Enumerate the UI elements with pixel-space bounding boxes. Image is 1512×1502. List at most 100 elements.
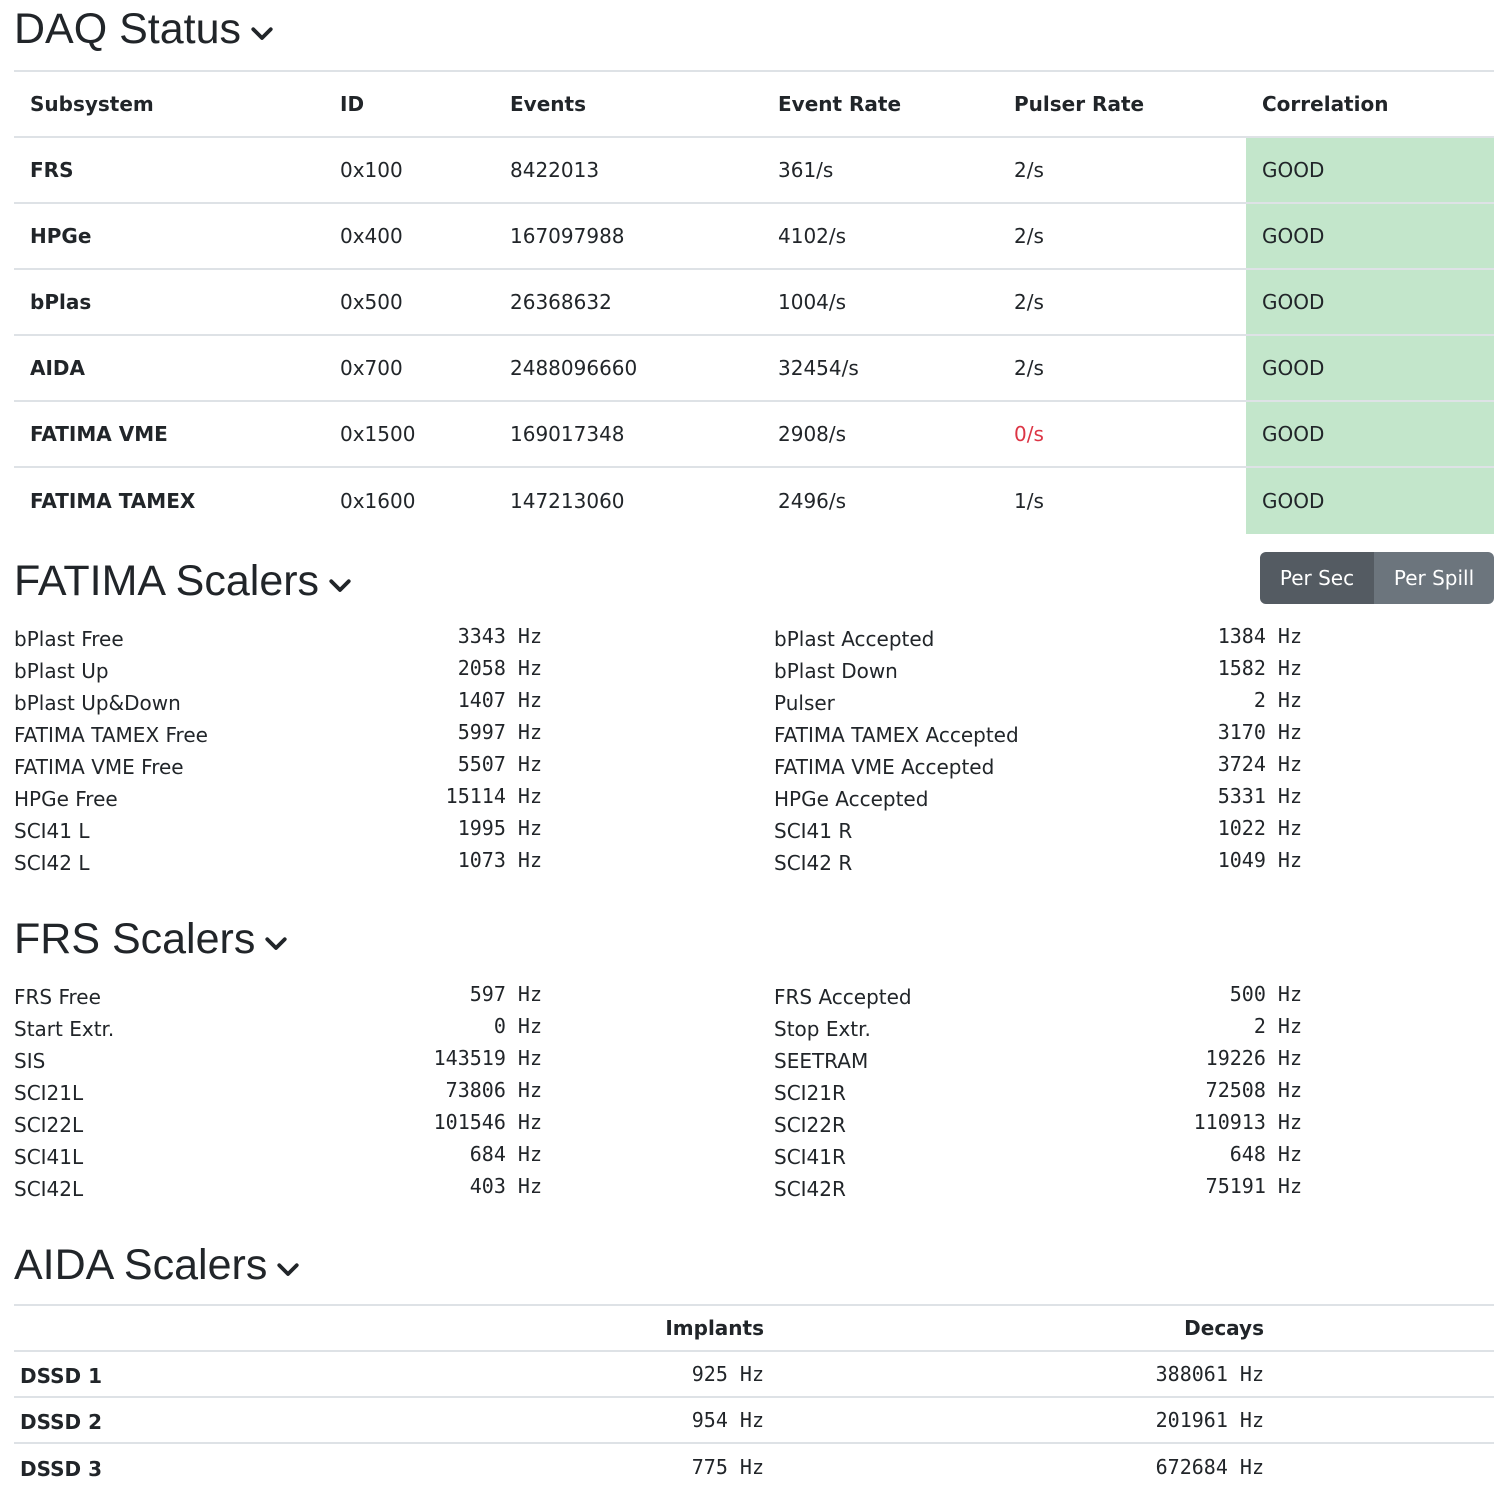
decays-cell: 201961 Hz — [1155, 1408, 1264, 1432]
table-row: bPlas 0x500 26368632 1004/s 2/s GOOD — [14, 270, 1494, 336]
table-row: FATIMA TAMEX 0x1600 147213060 2496/s 1/s… — [14, 468, 1494, 534]
event-rate-cell: 1004/s — [778, 290, 847, 314]
scaler-value: 1049 Hz — [1217, 848, 1302, 872]
chevron-down-icon[interactable] — [325, 570, 355, 600]
pulser-rate-cell: 1/s — [1014, 489, 1044, 513]
event-rate-cell: 4102/s — [778, 224, 847, 248]
scaler-value: 1022 Hz — [1217, 816, 1302, 840]
scaler-label: SCI42R — [774, 1177, 846, 1201]
correlation-status: GOOD — [1246, 204, 1494, 268]
scaler-value: 648 Hz — [1229, 1142, 1302, 1166]
scaler-value: 5507 Hz — [457, 752, 542, 776]
correlation-status: GOOD — [1246, 336, 1494, 400]
scaler-label: Start Extr. — [14, 1017, 115, 1041]
aida-scalers-title[interactable]: AIDA Scalers — [14, 1244, 303, 1287]
implants-cell: 925 Hz — [691, 1362, 764, 1386]
correlation-status: GOOD — [1246, 468, 1494, 534]
event-rate-cell: 361/s — [778, 158, 834, 182]
implants-cell: 954 Hz — [691, 1408, 764, 1432]
frs-scalers-title-text: FRS Scalers — [14, 915, 256, 963]
scaler-value: 143519 Hz — [433, 1046, 542, 1070]
header-event-rate: Event Rate — [778, 92, 902, 116]
id-cell: 0x400 — [340, 224, 403, 248]
scaler-value: 73806 Hz — [445, 1078, 542, 1102]
chevron-down-icon[interactable] — [261, 928, 291, 958]
detector-cell: DSSD 2 — [20, 1410, 102, 1434]
table-row: DSSD 1 925 Hz 388061 Hz — [14, 1352, 1494, 1398]
chevron-down-icon[interactable] — [273, 1254, 303, 1284]
daq-status-title[interactable]: DAQ Status — [14, 8, 277, 51]
event-rate-cell: 32454/s — [778, 356, 859, 380]
subsystem-cell: FATIMA TAMEX — [30, 489, 196, 513]
detector-cell: DSSD 3 — [20, 1457, 102, 1481]
scaler-label: SCI42 R — [774, 851, 853, 875]
scaler-value: 101546 Hz — [433, 1110, 542, 1134]
scaler-label: HPGe Free — [14, 787, 118, 811]
event-rate-cell: 2496/s — [778, 489, 847, 513]
scaler-value: 5331 Hz — [1217, 784, 1302, 808]
events-cell: 147213060 — [510, 489, 625, 513]
daq-status-table: Subsystem ID Events Event Rate Pulser Ra… — [14, 72, 1494, 534]
table-row: AIDA 0x700 2488096660 32454/s 2/s GOOD — [14, 336, 1494, 402]
scaler-label: SCI41 L — [14, 819, 90, 843]
scaler-label: FATIMA TAMEX Accepted — [774, 723, 1019, 747]
divider — [14, 1304, 1494, 1306]
scaler-label: SEETRAM — [774, 1049, 869, 1073]
scaler-label: FATIMA VME Free — [14, 755, 184, 779]
scaler-label: SCI21R — [774, 1081, 846, 1105]
events-cell: 8422013 — [510, 158, 600, 182]
scaler-value: 403 Hz — [469, 1174, 542, 1198]
detector-cell: DSSD 1 — [20, 1364, 102, 1388]
fatima-scalers-title[interactable]: FATIMA Scalers — [14, 560, 355, 603]
pulser-rate-cell: 2/s — [1014, 224, 1044, 248]
subsystem-cell: FRS — [30, 158, 74, 182]
id-cell: 0x1600 — [340, 489, 416, 513]
header-pulser-rate: Pulser Rate — [1014, 92, 1145, 116]
scaler-label: HPGe Accepted — [774, 787, 929, 811]
daq-header-row: Subsystem ID Events Event Rate Pulser Ra… — [14, 72, 1494, 138]
pulser-rate-cell: 2/s — [1014, 290, 1044, 314]
scaler-value: 3170 Hz — [1217, 720, 1302, 744]
pulser-rate-cell: 2/s — [1014, 356, 1044, 380]
header-correlation: Correlation — [1262, 92, 1389, 116]
scaler-value: 2058 Hz — [457, 656, 542, 680]
correlation-status: GOOD — [1246, 402, 1494, 466]
subsystem-cell: FATIMA VME — [30, 422, 168, 446]
subsystem-cell: bPlas — [30, 290, 92, 314]
scaler-value: 597 Hz — [469, 982, 542, 1006]
scaler-value: 684 Hz — [469, 1142, 542, 1166]
id-cell: 0x100 — [340, 158, 403, 182]
scaler-value: 3724 Hz — [1217, 752, 1302, 776]
scaler-label: bPlast Up&Down — [14, 691, 181, 715]
events-cell: 2488096660 — [510, 356, 638, 380]
scaler-value: 15114 Hz — [445, 784, 542, 808]
scaler-label: SCI41R — [774, 1145, 846, 1169]
scaler-label: SCI41L — [14, 1145, 84, 1169]
scaler-value: 1995 Hz — [457, 816, 542, 840]
rate-mode-toggle: Per Sec Per Spill — [1260, 552, 1494, 604]
scaler-label: SCI42L — [14, 1177, 84, 1201]
scaler-label: SCI22R — [774, 1113, 846, 1137]
pulser-rate-cell: 0/s — [1014, 422, 1044, 446]
per-sec-button[interactable]: Per Sec — [1260, 552, 1374, 604]
chevron-down-icon[interactable] — [247, 18, 277, 48]
scaler-value: 1582 Hz — [1217, 656, 1302, 680]
scaler-label: Pulser — [774, 691, 835, 715]
scaler-label: bPlast Accepted — [774, 627, 935, 651]
id-cell: 0x500 — [340, 290, 403, 314]
id-cell: 0x1500 — [340, 422, 416, 446]
per-spill-button[interactable]: Per Spill — [1374, 552, 1494, 604]
header-id: ID — [340, 92, 365, 116]
scaler-value: 1073 Hz — [457, 848, 542, 872]
pulser-rate-cell: 2/s — [1014, 158, 1044, 182]
table-row: FATIMA VME 0x1500 169017348 2908/s 0/s G… — [14, 402, 1494, 468]
aida-header-row: Implants Decays — [14, 1306, 1494, 1352]
frs-scalers-title[interactable]: FRS Scalers — [14, 918, 291, 961]
correlation-status: GOOD — [1246, 138, 1494, 202]
implants-cell: 775 Hz — [691, 1455, 764, 1479]
scaler-label: SCI41 R — [774, 819, 853, 843]
table-row: DSSD 2 954 Hz 201961 Hz — [14, 1398, 1494, 1444]
scaler-value: 2 Hz — [1253, 688, 1302, 712]
scaler-value: 19226 Hz — [1205, 1046, 1302, 1070]
scaler-value: 5997 Hz — [457, 720, 542, 744]
